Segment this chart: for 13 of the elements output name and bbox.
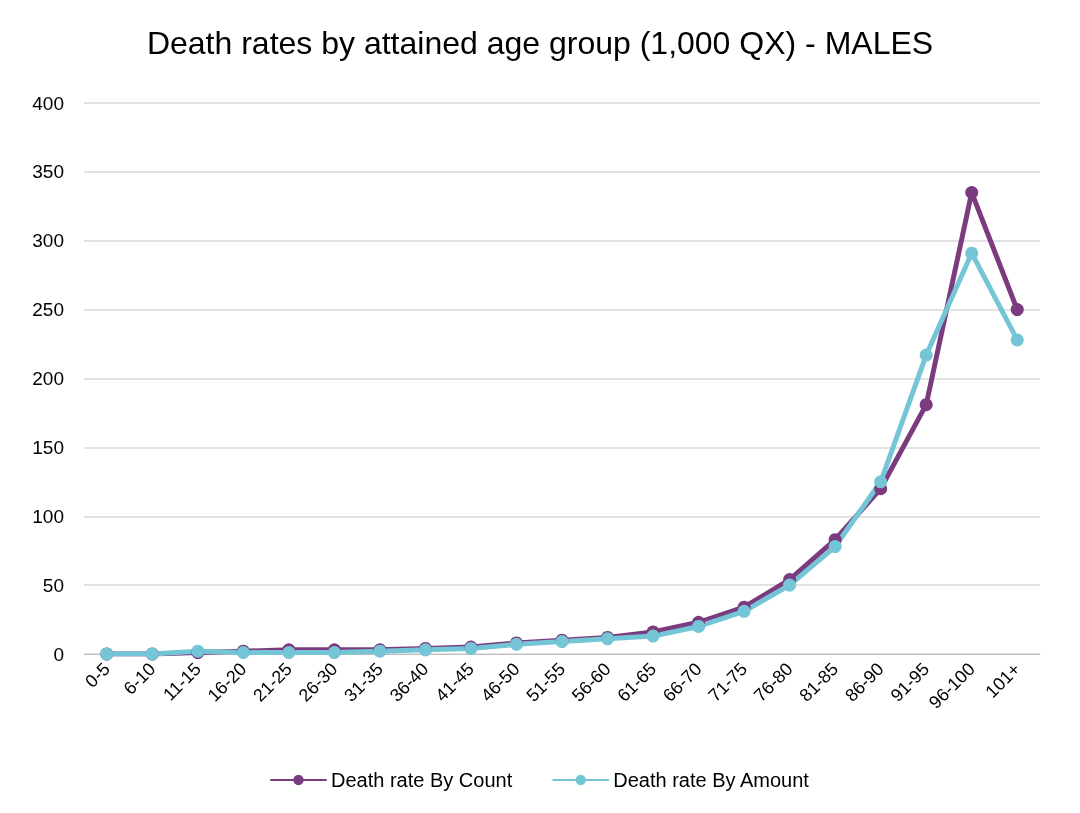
chart-title: Death rates by attained age group (1,000 QX) - MALES	[146, 25, 934, 61]
y-tick-label: 200	[32, 368, 64, 389]
y-tick-label: 100	[32, 505, 64, 527]
y-tick-label: 350	[32, 161, 64, 183]
y-tick-label: 400	[32, 92, 64, 114]
y-tick-label: 150	[32, 436, 64, 458]
y-tick-label: 50	[42, 574, 64, 596]
legend-label: Death rate By Amount	[613, 769, 810, 791]
y-tick-label: 250	[32, 299, 64, 321]
y-tick-label: 0	[53, 643, 64, 665]
y-tick-label: 300	[32, 230, 64, 252]
legend-label: Death rate By Count	[331, 769, 513, 791]
x-tick-label: 0-5	[81, 658, 114, 692]
